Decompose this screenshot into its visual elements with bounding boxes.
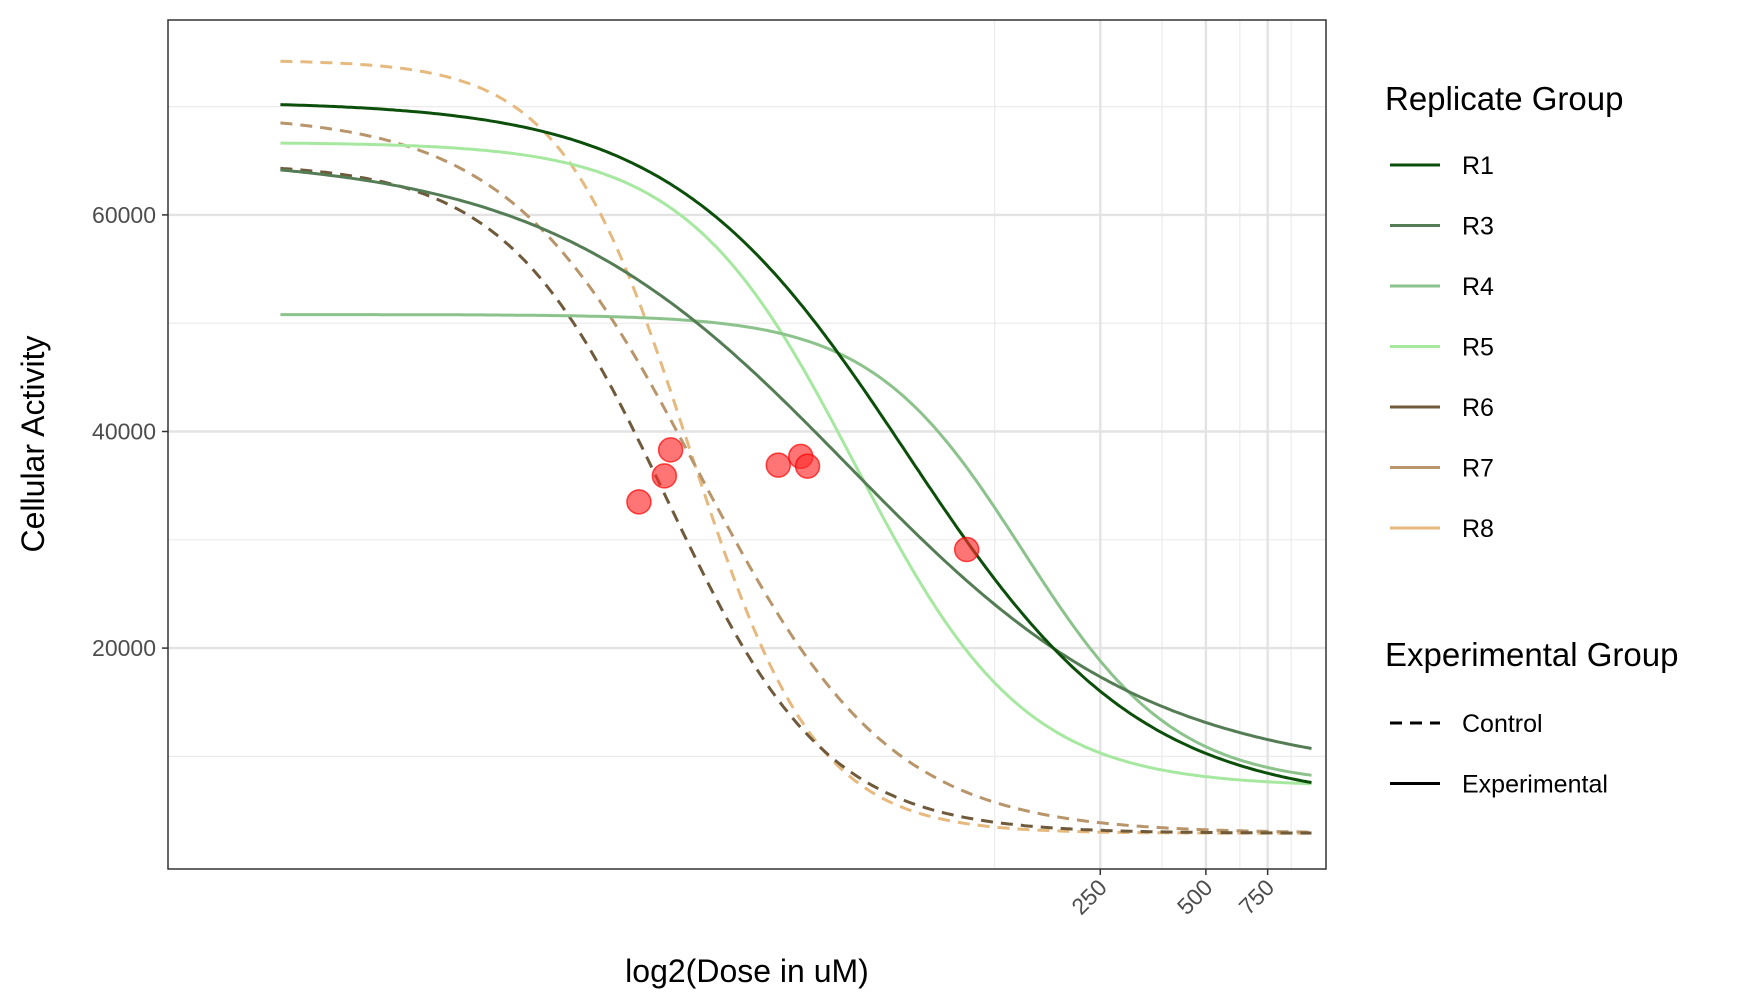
legend: Replicate Group R1 R3 R4 R5 R6 R7 R8 Experimen… [1385,80,1678,799]
x-axis: 250 500 750 [1066,869,1279,920]
curve-layer [280,59,1312,835]
plot-panel-background [168,20,1326,869]
y-axis-title: Cellular Activity [15,336,51,553]
curve-r3 [280,168,1312,750]
legend-title-replicate-group: Replicate Group [1385,80,1623,117]
y-tick-label: 20000 [92,635,156,661]
data-point [794,453,821,479]
data-point [626,489,652,515]
y-tick-label: 60000 [92,202,156,228]
grid-layer [168,20,1326,869]
data-point [953,536,980,563]
legend-linetype-items: Control Experimental [1390,710,1608,799]
legend-label-control: Control [1462,710,1543,738]
legend-label-r1: R1 [1462,152,1494,180]
x-tick-label: 500 [1172,874,1218,920]
legend-label-r6: R6 [1462,394,1494,422]
data-point [765,452,792,478]
legend-label-r3: R3 [1462,213,1494,241]
point-layer [626,437,980,563]
legend-title-experimental-group: Experimental Group [1385,636,1678,673]
curve-r8 [280,59,1312,835]
legend-label-r8: R8 [1462,515,1494,543]
legend-label-r5: R5 [1462,334,1494,362]
data-point [657,437,684,463]
plot-panel-border [167,19,1327,870]
y-tick-label: 40000 [92,419,156,445]
y-axis: 20000 40000 60000 [92,202,168,661]
data-point [651,463,678,489]
curve-r4 [280,313,1312,777]
x-axis-title: log2(Dose in uM) [625,953,869,989]
legend-label-r4: R4 [1462,273,1494,301]
curve-r6 [280,166,1312,835]
curve-r1 [280,103,1312,784]
curve-r7 [280,121,1312,834]
legend-label-r7: R7 [1462,455,1494,483]
x-tick-label: 250 [1066,874,1112,920]
legend-color-items: R1 R3 R4 R5 R6 R7 R8 [1390,152,1494,543]
legend-label-experimental: Experimental [1462,771,1608,799]
x-tick-label: 750 [1234,874,1280,920]
curve-r5 [280,141,1312,786]
